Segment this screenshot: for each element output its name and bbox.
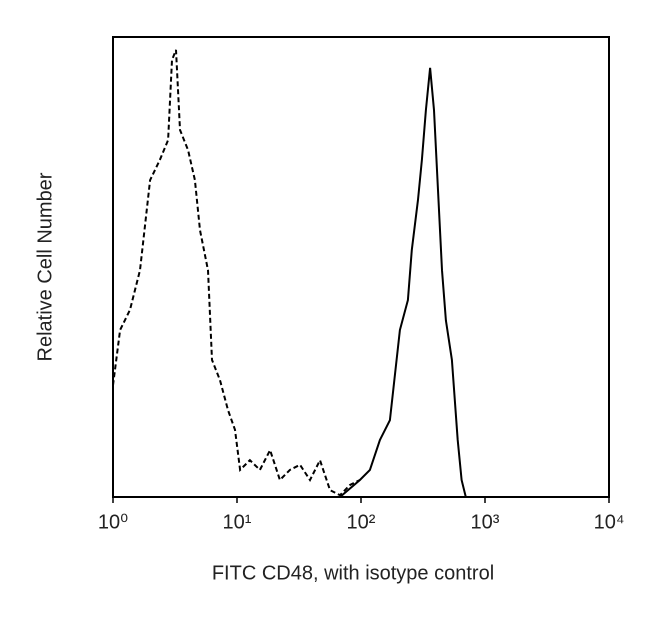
- x-tick-label: 10⁰: [98, 511, 128, 533]
- y-axis-label: Relative Cell Number: [34, 172, 56, 361]
- histogram-line: [112, 49, 361, 497]
- x-tick-label: 10¹: [223, 511, 252, 533]
- plot-frame: [112, 36, 610, 498]
- x-tick-label: 10⁴: [594, 511, 625, 533]
- x-axis-label: FITC CD48, with isotype control: [212, 562, 494, 584]
- histogram-line: [339, 67, 467, 498]
- x-tick-label: 10²: [347, 511, 376, 533]
- x-tick-label: 10³: [471, 511, 500, 533]
